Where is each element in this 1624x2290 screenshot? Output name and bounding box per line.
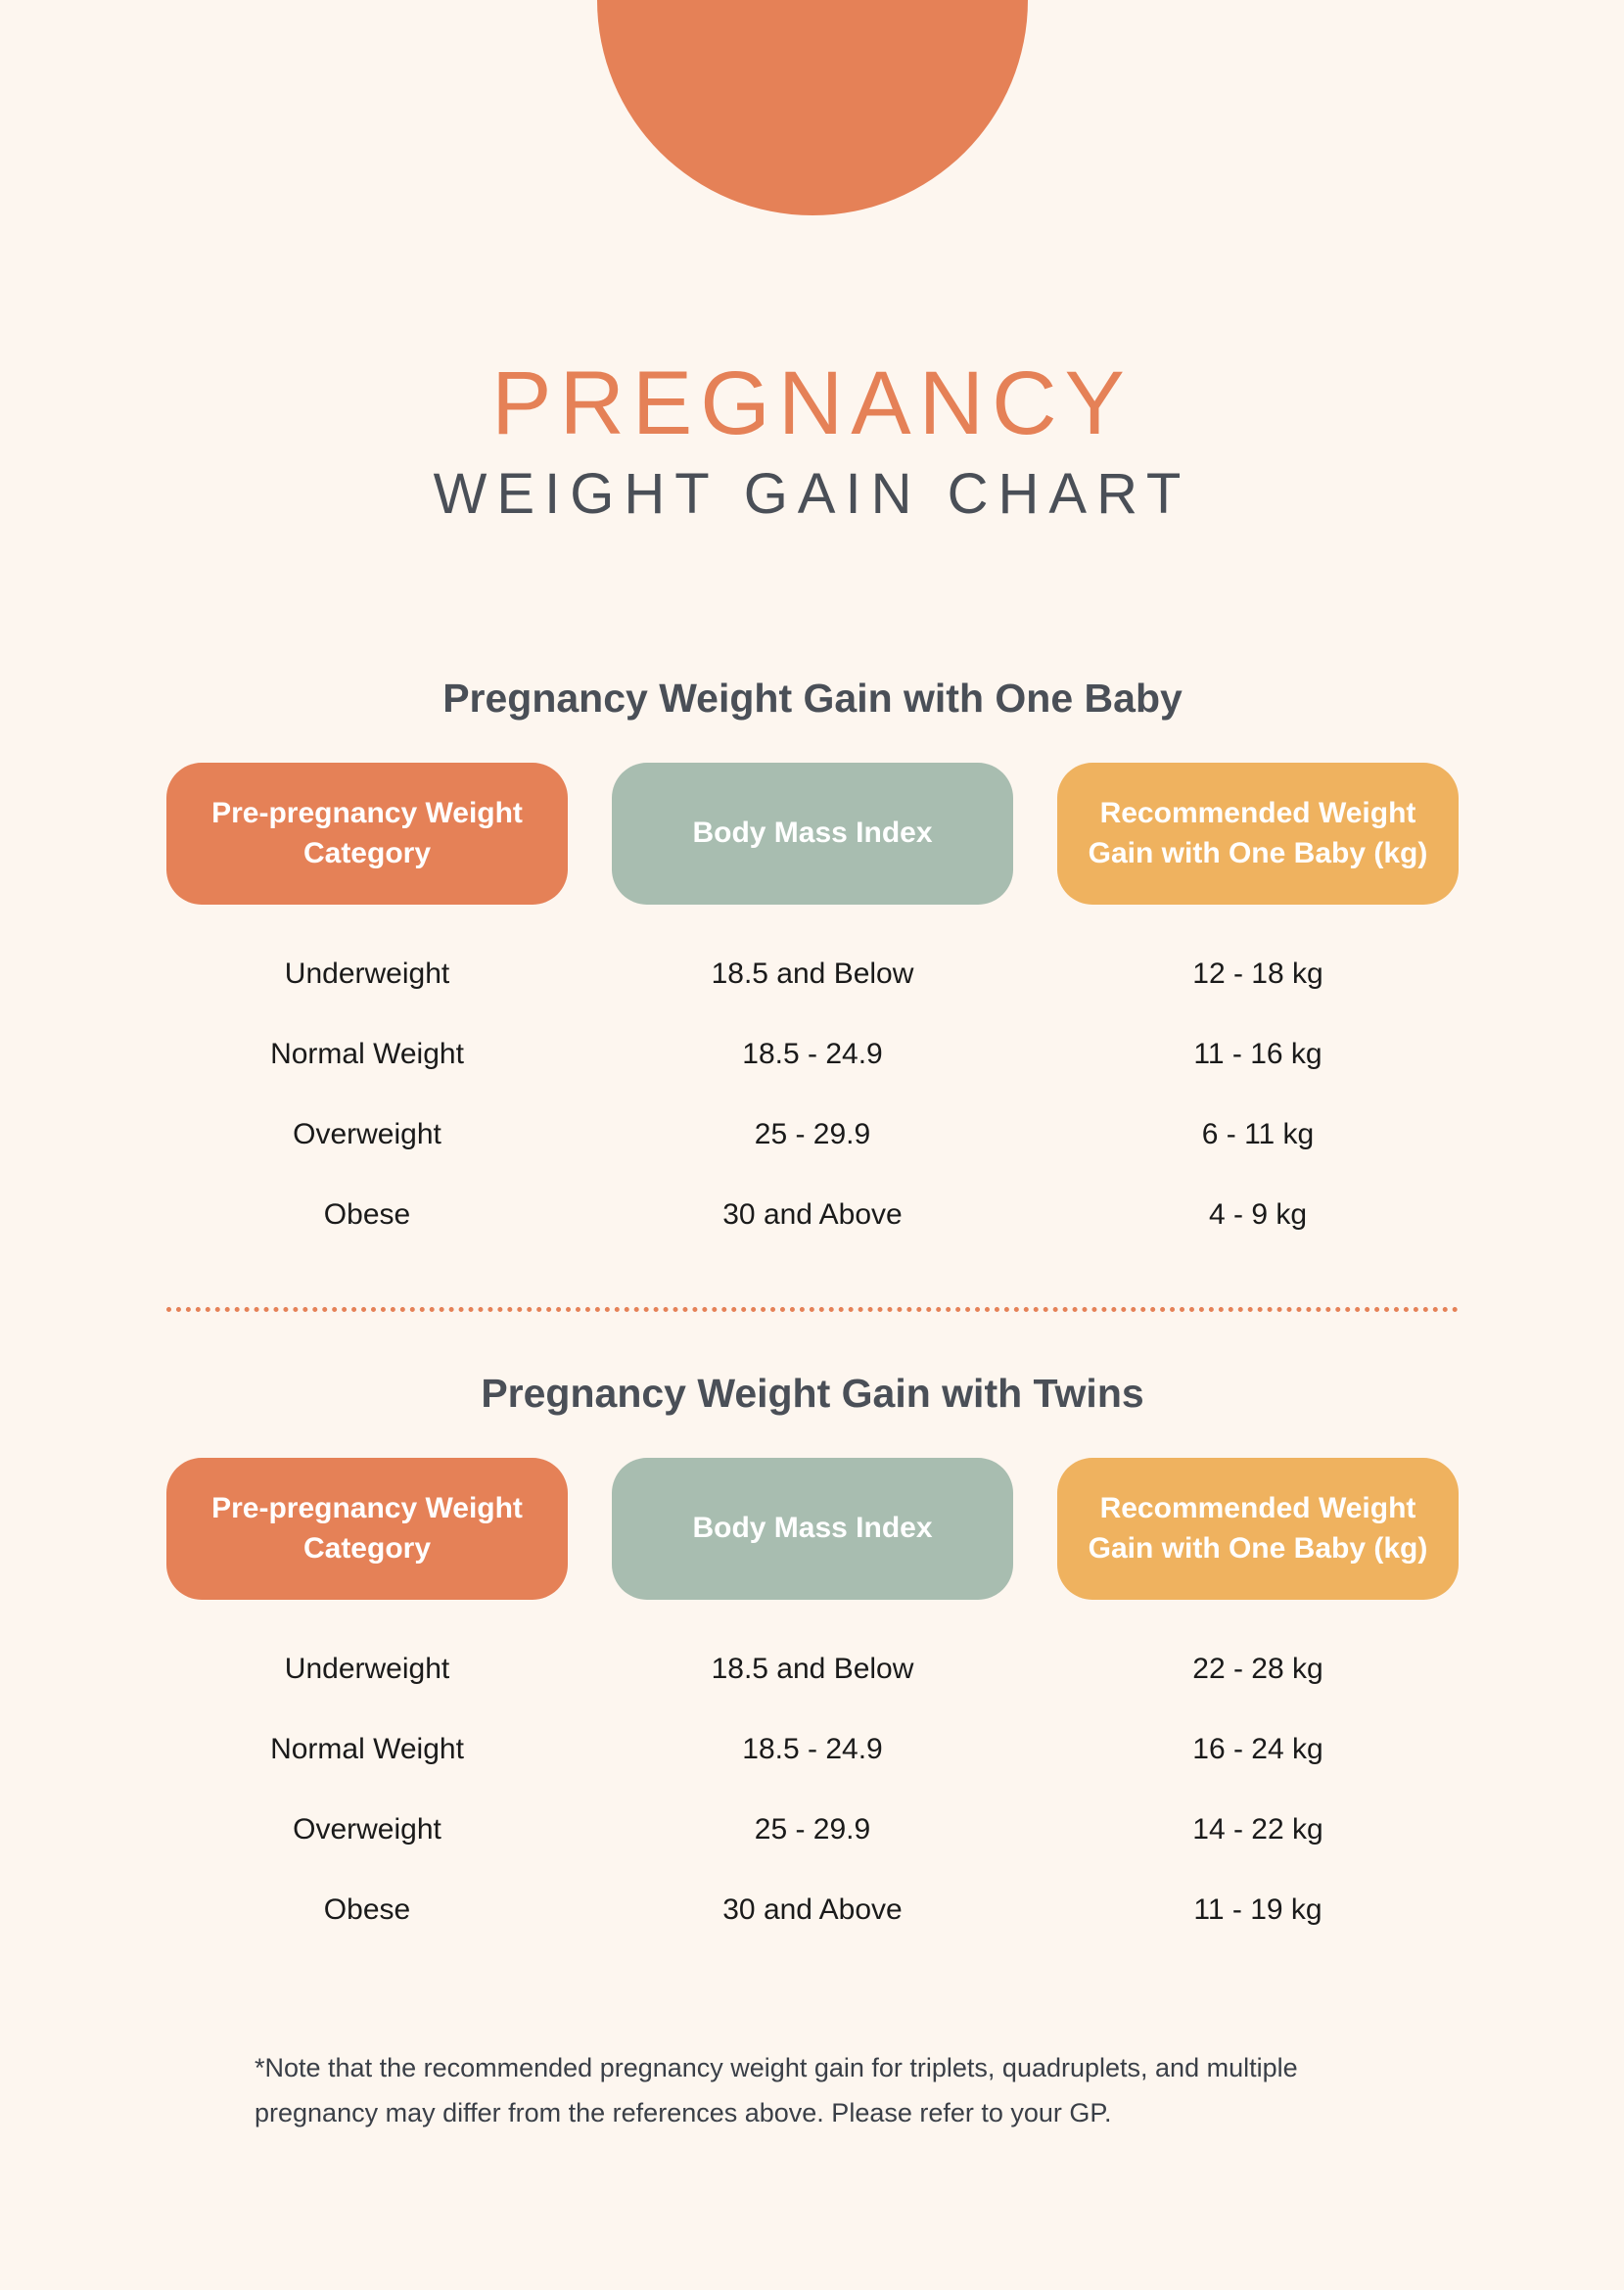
cell-bmi: 18.5 and Below [612,1653,1013,1686]
cell-gain: 16 - 24 kg [1057,1733,1459,1766]
table-row: Overweight 25 - 29.9 6 - 11 kg [166,1095,1459,1175]
cell-bmi: 25 - 29.9 [612,1118,1013,1151]
table-header-row: Pre-pregnancy Weight Category Body Mass … [166,1458,1459,1600]
cell-gain: 4 - 9 kg [1057,1198,1459,1232]
cell-bmi: 18.5 - 24.9 [612,1038,1013,1071]
col-header-category: Pre-pregnancy Weight Category [166,763,568,905]
title-sub: WEIGHT GAIN CHART [0,461,1624,527]
table-row: Normal Weight 18.5 - 24.9 11 - 16 kg [166,1014,1459,1095]
cell-bmi: 30 and Above [612,1893,1013,1927]
cell-gain: 6 - 11 kg [1057,1118,1459,1151]
cell-bmi: 18.5 - 24.9 [612,1733,1013,1766]
cell-category: Overweight [166,1118,568,1151]
cell-gain: 11 - 16 kg [1057,1038,1459,1071]
cell-category: Underweight [166,1653,568,1686]
cell-gain: 11 - 19 kg [1057,1893,1459,1927]
cell-gain: 14 - 22 kg [1057,1813,1459,1846]
dotted-divider [166,1307,1459,1312]
title-main: PREGNANCY [0,352,1624,455]
section-title-one-baby: Pregnancy Weight Gain with One Baby [166,676,1459,722]
cell-gain: 12 - 18 kg [1057,958,1459,991]
table-row: Underweight 18.5 and Below 12 - 18 kg [166,934,1459,1014]
cell-gain: 22 - 28 kg [1057,1653,1459,1686]
cell-bmi: 30 and Above [612,1198,1013,1232]
table-twins: Pre-pregnancy Weight Category Body Mass … [166,1458,1459,1950]
table-one-baby: Pre-pregnancy Weight Category Body Mass … [166,763,1459,1255]
cell-category: Underweight [166,958,568,991]
col-header-gain: Recommended Weight Gain with One Baby (k… [1057,763,1459,905]
col-header-bmi: Body Mass Index [612,763,1013,905]
header-half-circle [597,0,1028,215]
title-block: PREGNANCY WEIGHT GAIN CHART [0,352,1624,527]
cell-bmi: 25 - 29.9 [612,1813,1013,1846]
cell-category: Normal Weight [166,1733,568,1766]
cell-category: Overweight [166,1813,568,1846]
cell-category: Normal Weight [166,1038,568,1071]
table-row: Normal Weight 18.5 - 24.9 16 - 24 kg [166,1709,1459,1790]
col-header-category: Pre-pregnancy Weight Category [166,1458,568,1600]
section-twins: Pregnancy Weight Gain with Twins Pre-pre… [166,1371,1459,1950]
table-row: Overweight 25 - 29.9 14 - 22 kg [166,1790,1459,1870]
col-header-gain: Recommended Weight Gain with One Baby (k… [1057,1458,1459,1600]
table-row: Obese 30 and Above 11 - 19 kg [166,1870,1459,1950]
cell-category: Obese [166,1893,568,1927]
footnote: *Note that the recommended pregnancy wei… [255,2046,1370,2136]
col-header-bmi: Body Mass Index [612,1458,1013,1600]
cell-category: Obese [166,1198,568,1232]
section-one-baby: Pregnancy Weight Gain with One Baby Pre-… [166,676,1459,1255]
table-header-row: Pre-pregnancy Weight Category Body Mass … [166,763,1459,905]
section-title-twins: Pregnancy Weight Gain with Twins [166,1371,1459,1417]
table-row: Obese 30 and Above 4 - 9 kg [166,1175,1459,1255]
cell-bmi: 18.5 and Below [612,958,1013,991]
table-row: Underweight 18.5 and Below 22 - 28 kg [166,1629,1459,1709]
page: PREGNANCY WEIGHT GAIN CHART Pregnancy We… [0,0,1624,2290]
